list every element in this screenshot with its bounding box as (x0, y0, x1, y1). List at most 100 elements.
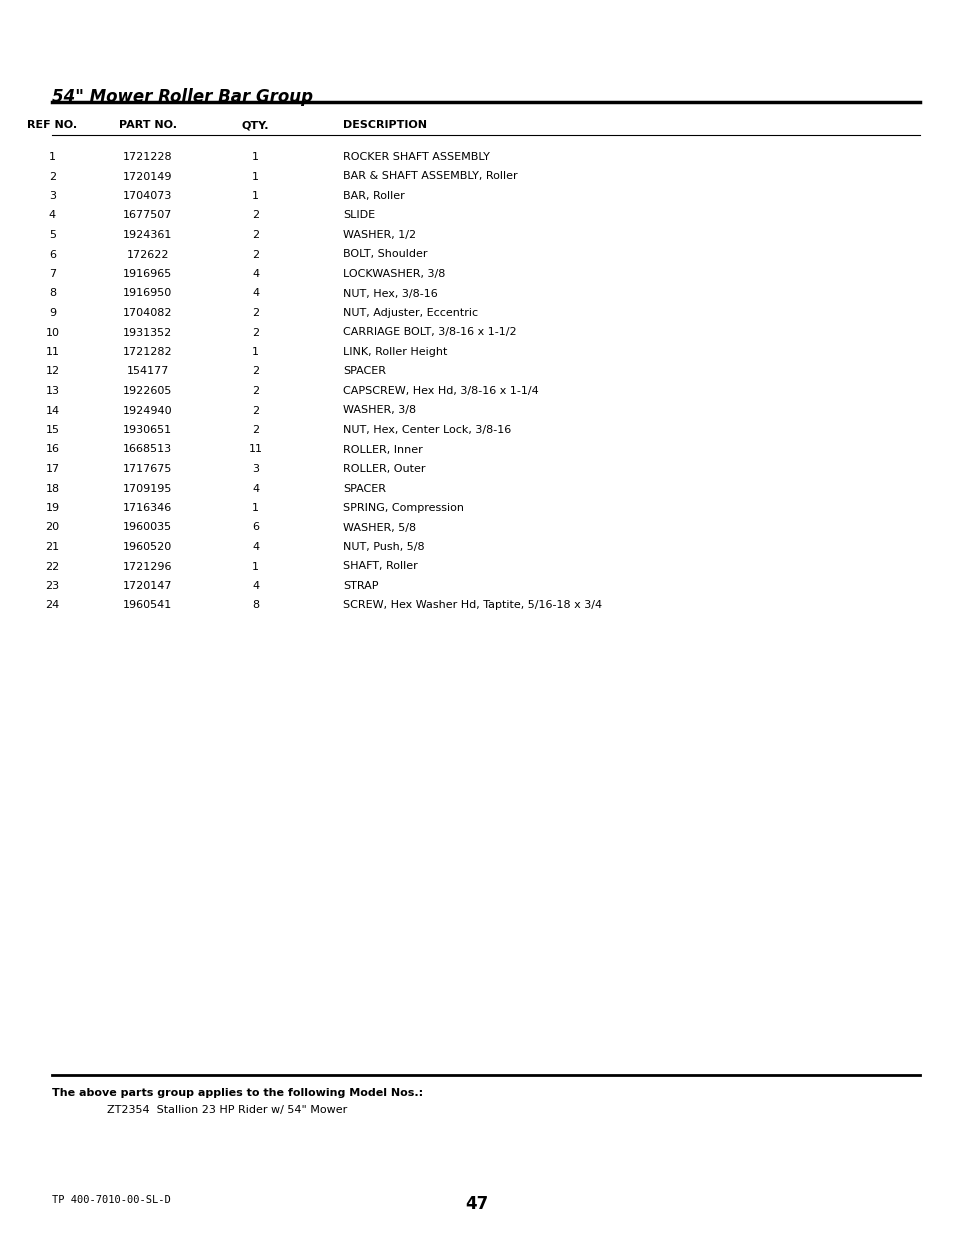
Text: 4: 4 (252, 580, 259, 592)
Text: The above parts group applies to the following Model Nos.:: The above parts group applies to the fol… (52, 1088, 423, 1098)
Text: SPRING, Compression: SPRING, Compression (343, 503, 464, 513)
Text: NUT, Push, 5/8: NUT, Push, 5/8 (343, 542, 425, 552)
Text: ROLLER, Inner: ROLLER, Inner (343, 445, 423, 454)
Text: 2: 2 (252, 425, 259, 435)
Text: 4: 4 (49, 210, 56, 221)
Text: CAPSCREW, Hex Hd, 3/8-16 x 1-1/4: CAPSCREW, Hex Hd, 3/8-16 x 1-1/4 (343, 387, 538, 396)
Text: 1960035: 1960035 (123, 522, 172, 532)
Text: 22: 22 (46, 562, 59, 572)
Text: 20: 20 (46, 522, 59, 532)
Text: SPACER: SPACER (343, 483, 386, 494)
Text: WASHER, 3/8: WASHER, 3/8 (343, 405, 416, 415)
Text: NUT, Adjuster, Eccentric: NUT, Adjuster, Eccentric (343, 308, 478, 317)
Text: 2: 2 (252, 405, 259, 415)
Text: WASHER, 5/8: WASHER, 5/8 (343, 522, 416, 532)
Text: 1720147: 1720147 (123, 580, 172, 592)
Text: 11: 11 (46, 347, 59, 357)
Text: SHAFT, Roller: SHAFT, Roller (343, 562, 417, 572)
Text: 1: 1 (252, 172, 259, 182)
Text: 2: 2 (252, 327, 259, 337)
Text: 8: 8 (252, 600, 259, 610)
Text: 14: 14 (46, 405, 59, 415)
Text: ROCKER SHAFT ASSEMBLY: ROCKER SHAFT ASSEMBLY (343, 152, 490, 162)
Text: ZT2354  Stallion 23 HP Rider w/ 54" Mower: ZT2354 Stallion 23 HP Rider w/ 54" Mower (107, 1105, 347, 1115)
Text: SLIDE: SLIDE (343, 210, 375, 221)
Text: 10: 10 (46, 327, 59, 337)
Text: STRAP: STRAP (343, 580, 378, 592)
Text: 1922605: 1922605 (123, 387, 172, 396)
Text: 4: 4 (252, 289, 259, 299)
Text: 11: 11 (249, 445, 262, 454)
Text: 1721296: 1721296 (123, 562, 172, 572)
Text: NUT, Hex, Center Lock, 3/8-16: NUT, Hex, Center Lock, 3/8-16 (343, 425, 511, 435)
Text: 1: 1 (252, 191, 259, 201)
Text: 1716346: 1716346 (123, 503, 172, 513)
Text: 15: 15 (46, 425, 59, 435)
Text: DESCRIPTION: DESCRIPTION (343, 120, 427, 130)
Text: CARRIAGE BOLT, 3/8-16 x 1-1/2: CARRIAGE BOLT, 3/8-16 x 1-1/2 (343, 327, 517, 337)
Text: 16: 16 (46, 445, 59, 454)
Text: 54" Mower Roller Bar Group: 54" Mower Roller Bar Group (52, 88, 313, 106)
Text: 17: 17 (46, 464, 59, 474)
Text: 1704082: 1704082 (123, 308, 172, 317)
Text: 47: 47 (465, 1195, 488, 1213)
Text: 1: 1 (49, 152, 56, 162)
Text: TP 400-7010-00-SL-D: TP 400-7010-00-SL-D (52, 1195, 171, 1205)
Text: 172622: 172622 (127, 249, 169, 259)
Text: 2: 2 (252, 249, 259, 259)
Text: 3: 3 (49, 191, 56, 201)
Text: 2: 2 (252, 308, 259, 317)
Text: 2: 2 (252, 387, 259, 396)
Text: 2: 2 (49, 172, 56, 182)
Text: 1720149: 1720149 (123, 172, 172, 182)
Text: 1930651: 1930651 (123, 425, 172, 435)
Text: NUT, Hex, 3/8-16: NUT, Hex, 3/8-16 (343, 289, 437, 299)
Text: BAR, Roller: BAR, Roller (343, 191, 405, 201)
Text: 23: 23 (46, 580, 59, 592)
Text: 1916950: 1916950 (123, 289, 172, 299)
Text: 1: 1 (252, 503, 259, 513)
Text: QTY.: QTY. (242, 120, 269, 130)
Text: 1717675: 1717675 (123, 464, 172, 474)
Text: 1: 1 (252, 562, 259, 572)
Text: 5: 5 (49, 230, 56, 240)
Text: 1960541: 1960541 (123, 600, 172, 610)
Text: 1924361: 1924361 (123, 230, 172, 240)
Text: BAR & SHAFT ASSEMBLY, Roller: BAR & SHAFT ASSEMBLY, Roller (343, 172, 517, 182)
Text: 2: 2 (252, 230, 259, 240)
Text: 1704073: 1704073 (123, 191, 172, 201)
Text: 7: 7 (49, 269, 56, 279)
Text: 13: 13 (46, 387, 59, 396)
Text: 1721282: 1721282 (123, 347, 172, 357)
Text: 1709195: 1709195 (123, 483, 172, 494)
Text: 1916965: 1916965 (123, 269, 172, 279)
Text: 1668513: 1668513 (123, 445, 172, 454)
Text: 19: 19 (46, 503, 59, 513)
Text: 6: 6 (252, 522, 259, 532)
Text: 2: 2 (252, 210, 259, 221)
Text: 18: 18 (46, 483, 59, 494)
Text: 1721228: 1721228 (123, 152, 172, 162)
Text: 8: 8 (49, 289, 56, 299)
Text: 24: 24 (46, 600, 59, 610)
Text: 4: 4 (252, 542, 259, 552)
Text: 1931352: 1931352 (123, 327, 172, 337)
Text: REF NO.: REF NO. (28, 120, 77, 130)
Text: 154177: 154177 (127, 367, 169, 377)
Text: 4: 4 (252, 483, 259, 494)
Text: WASHER, 1/2: WASHER, 1/2 (343, 230, 416, 240)
Text: 6: 6 (49, 249, 56, 259)
Text: 1: 1 (252, 347, 259, 357)
Text: 9: 9 (49, 308, 56, 317)
Text: 1677507: 1677507 (123, 210, 172, 221)
Text: 1: 1 (252, 152, 259, 162)
Text: 2: 2 (252, 367, 259, 377)
Text: SCREW, Hex Washer Hd, Taptite, 5/16-18 x 3/4: SCREW, Hex Washer Hd, Taptite, 5/16-18 x… (343, 600, 602, 610)
Text: 4: 4 (252, 269, 259, 279)
Text: LINK, Roller Height: LINK, Roller Height (343, 347, 447, 357)
Text: 21: 21 (46, 542, 59, 552)
Text: LOCKWASHER, 3/8: LOCKWASHER, 3/8 (343, 269, 445, 279)
Text: ROLLER, Outer: ROLLER, Outer (343, 464, 425, 474)
Text: BOLT, Shoulder: BOLT, Shoulder (343, 249, 428, 259)
Text: 3: 3 (252, 464, 259, 474)
